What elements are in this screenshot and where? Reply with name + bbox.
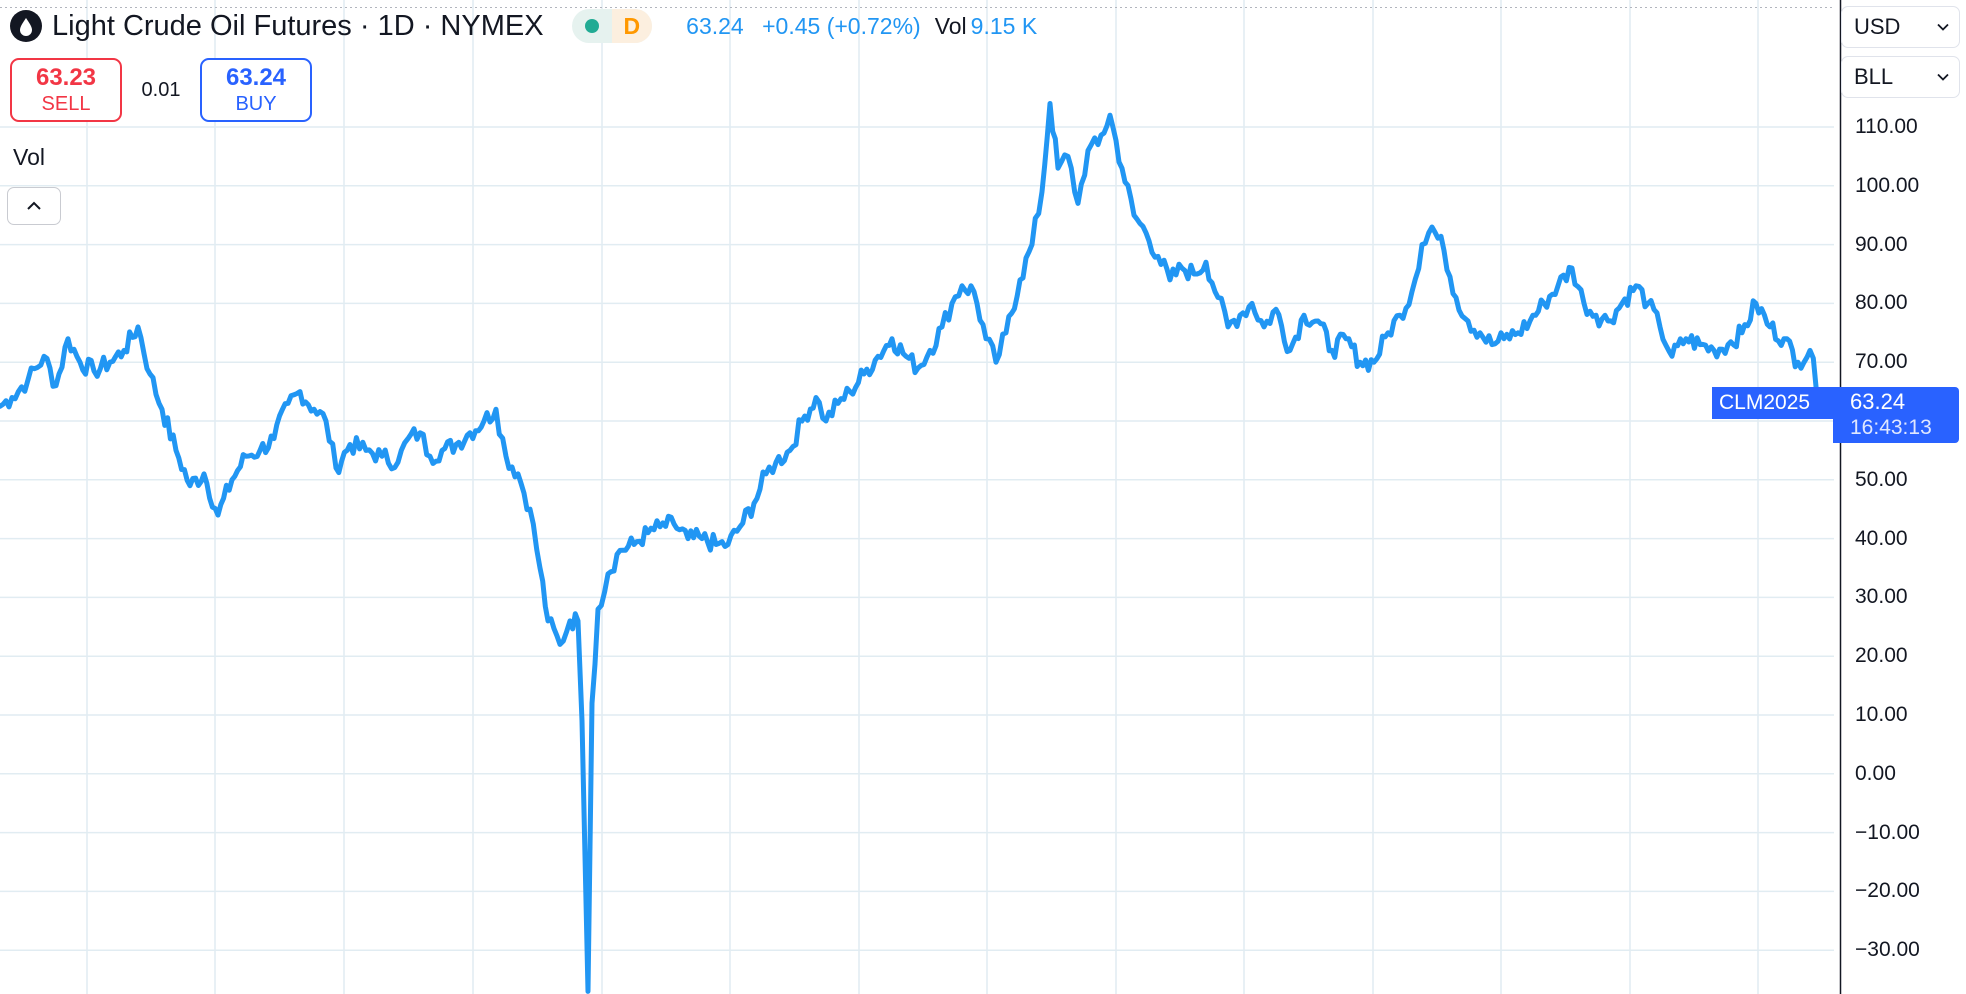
currency-select[interactable]: USD <box>1841 6 1960 48</box>
last-price-tag-value: 63.24 <box>1850 389 1906 414</box>
price-tick-label: 100.00 <box>1855 173 1920 197</box>
volume-label: Vol <box>934 12 967 39</box>
price-tick-label: 40.00 <box>1855 526 1908 550</box>
buy-button[interactable]: 63.24 BUY <box>200 58 312 122</box>
price-tick-label: 90.00 <box>1855 232 1908 256</box>
bar-close-countdown: 16:43:13 <box>1850 416 1932 439</box>
chevron-down-icon <box>1937 23 1949 31</box>
chevron-up-icon <box>27 201 41 210</box>
oil-drop-icon <box>10 10 42 42</box>
price-tick-label: 80.00 <box>1855 291 1908 315</box>
symbol-title[interactable]: Light Crude Oil Futures · 1D · NYMEX <box>52 9 544 42</box>
price-tick-label: 70.00 <box>1855 350 1908 374</box>
chart-legend: Light Crude Oil Futures · 1D · NYMEX D 6… <box>10 8 1037 44</box>
unit-value: BLL <box>1854 64 1894 89</box>
trade-panel: 63.23 SELL 0.01 63.24 BUY <box>10 58 312 122</box>
last-price-tag: 63.24 16:43:13 <box>1833 387 1959 443</box>
price-tick-label: 110.00 <box>1855 115 1918 138</box>
price-tick-label: 20.00 <box>1855 644 1908 668</box>
price-tick-label: 0.00 <box>1855 761 1896 785</box>
market-open-dot-icon <box>584 19 599 33</box>
spread-value: 0.01 <box>141 78 181 101</box>
buy-price: 63.24 <box>225 64 287 92</box>
price-tick-label: 30.00 <box>1855 585 1908 609</box>
chevron-down-icon <box>1937 73 1949 81</box>
collapse-indicators-button[interactable] <box>7 187 61 225</box>
price-values: 63.24 +0.45 (+0.72%) <box>686 13 933 40</box>
market-status-badge[interactable]: D <box>571 9 653 43</box>
price-change: +0.45 (+0.72%) <box>762 12 921 39</box>
last-price: 63.24 <box>686 12 744 39</box>
currency-value: USD <box>1854 14 1901 39</box>
last-price-symbol-tag: CLM2025 <box>1712 387 1833 419</box>
price-tick-label: −10.00 <box>1855 820 1920 844</box>
sell-label: SELL <box>41 92 91 115</box>
unit-select[interactable]: BLL <box>1841 56 1960 98</box>
buy-label: BUY <box>235 92 277 115</box>
price-tick-label: 10.00 <box>1855 703 1908 726</box>
delayed-data-label: D <box>611 9 653 43</box>
sell-button[interactable]: 63.23 SELL <box>10 58 122 122</box>
volume-indicator-label[interactable]: Vol <box>13 144 45 170</box>
price-series-line <box>0 101 1823 994</box>
horizontal-gridlines <box>0 126 1834 951</box>
volume-value: 9.15 K <box>970 12 1038 39</box>
price-tick-label: 50.00 <box>1855 467 1908 491</box>
price-tick-label: −20.00 <box>1855 879 1920 903</box>
vertical-gridlines <box>86 0 1759 994</box>
price-tick-label: −30.00 <box>1855 938 1920 962</box>
sell-price: 63.23 <box>35 64 97 92</box>
